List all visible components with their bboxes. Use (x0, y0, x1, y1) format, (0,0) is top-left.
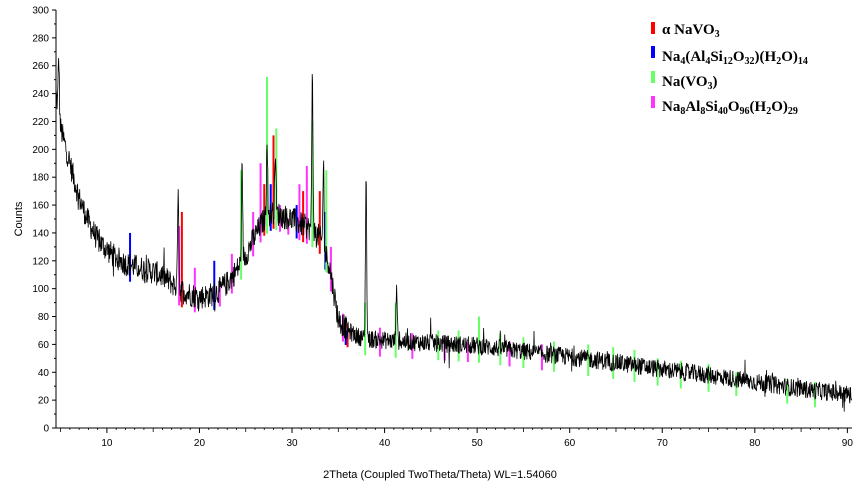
y-tick-label: 240 (32, 89, 49, 100)
x-ticks: 10 20 30 40 50 60 70 80 90 (60, 428, 854, 449)
legend-swatch-navo3-alpha (651, 22, 655, 34)
legend-label-navo3-alpha: α NaVO3 (662, 22, 720, 40)
y-tick-label: 0 (43, 424, 49, 435)
x-tick-label: 60 (564, 438, 576, 449)
x-tick-label: 40 (379, 438, 391, 449)
legend-swatch-na8-zeolite (651, 96, 655, 108)
x-tick-label: 10 (101, 438, 113, 449)
x-axis-title: 2Theta (Coupled TwoTheta/Theta) WL=1.540… (323, 469, 557, 481)
y-tick-label: 60 (38, 340, 50, 351)
y-tick-label: 260 (32, 61, 49, 72)
y-axis-title: Counts (13, 201, 25, 236)
legend-label-na8-zeolite: Na8Al8Si40O96(H2O)29 (662, 99, 798, 117)
legend-swatch-na4-zeolite (651, 46, 655, 58)
legend: α NaVO3 Na4(Al4Si12O32)(H2O)14 Na(VO3) N… (651, 22, 808, 117)
y-tick-label: 20 (38, 396, 50, 407)
x-tick-label: 30 (286, 438, 298, 449)
y-tick-label: 280 (32, 33, 49, 44)
observed-pattern (55, 58, 852, 412)
y-tick-label: 140 (32, 228, 49, 239)
legend-label-navo3-alpha-sub: 3 (715, 29, 720, 40)
x-tick-label: 70 (657, 438, 669, 449)
legend-label-navo3-alpha-main: α NaVO (662, 22, 715, 38)
y-tick-label: 220 (32, 117, 49, 128)
y-ticks: 0 20 40 60 80 100 120 140 160 180 200 220 240 260 280 3… (32, 6, 56, 435)
legend-label-na4-zeolite: Na4(Al4Si12O32)(H2O)14 (662, 49, 808, 67)
x-tick-label: 50 (472, 438, 484, 449)
y-tick-label: 180 (32, 173, 49, 184)
y-tick-label: 160 (32, 201, 49, 212)
y-tick-label: 100 (32, 284, 49, 295)
legend-label-navo3: Na(VO3) (662, 74, 718, 92)
x-tick-label: 90 (842, 438, 854, 449)
y-tick-label: 200 (32, 145, 49, 156)
x-tick-label: 20 (194, 438, 206, 449)
x-tick-label: 80 (749, 438, 761, 449)
observed-pattern-line (55, 58, 852, 412)
legend-swatch-navo3 (651, 71, 655, 83)
y-tick-label: 80 (38, 312, 50, 323)
y-tick-label: 300 (32, 6, 49, 17)
y-tick-label: 120 (32, 256, 49, 267)
y-tick-label: 40 (38, 368, 50, 379)
